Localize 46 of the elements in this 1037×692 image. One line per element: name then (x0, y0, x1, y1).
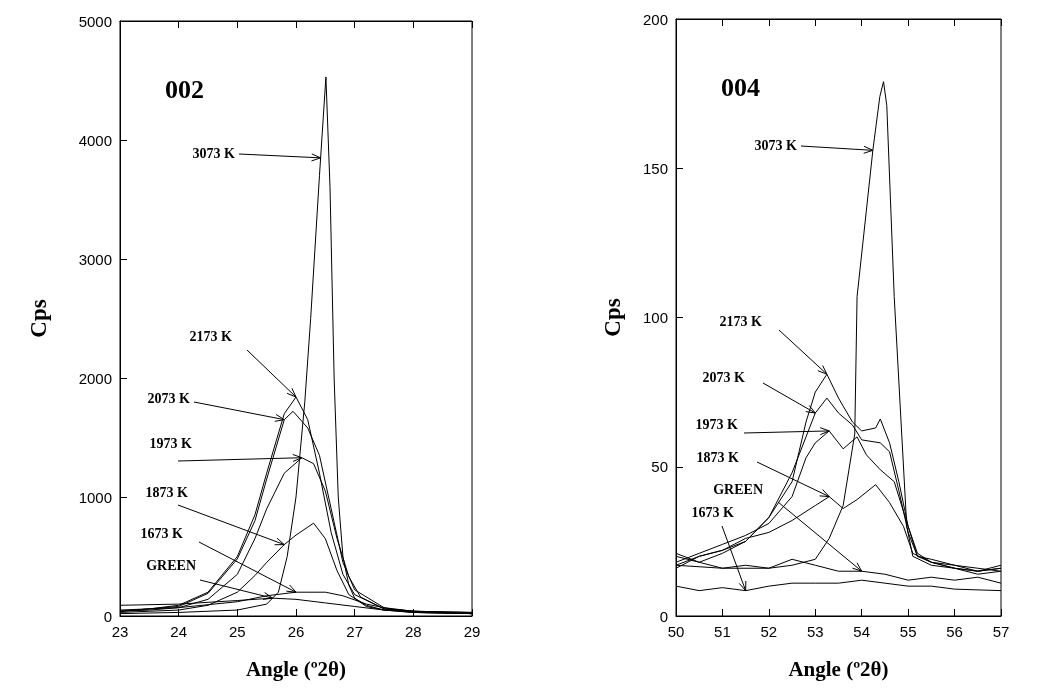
text: 002 (165, 74, 204, 104)
y-tick-label: 5000 (78, 12, 112, 30)
y-tick-label: 50 (651, 458, 668, 476)
x-tick-label: 24 (170, 623, 188, 640)
y-axis-title: Cps (600, 298, 625, 337)
x-tick-label: 56 (946, 623, 963, 640)
y-tick-label: 3000 (78, 250, 112, 268)
annotation: 2073 K (147, 390, 191, 406)
x-tick-label: 50 (667, 623, 685, 640)
x-tick-label: 28 (404, 623, 422, 640)
annotation: 2073 K (702, 369, 746, 385)
y-tick-label: 200 (642, 10, 668, 28)
annotation: 1673 K (691, 504, 735, 520)
text: 004 (721, 72, 760, 102)
annotation: GREEN (146, 557, 196, 573)
x-tick-label: 23 (111, 623, 129, 640)
annotation: 2173 K (189, 328, 233, 344)
x-tick-label: 52 (760, 623, 778, 640)
x-tick-label: 25 (228, 623, 246, 640)
annotation: 1973 K (149, 435, 193, 451)
annotation: 1973 K (695, 416, 739, 432)
annotation: 3073 K (754, 137, 798, 153)
x-tick-label: 29 (463, 623, 481, 640)
y-axis-title: Cps (26, 299, 51, 338)
annotation: 1873 K (145, 484, 189, 500)
y-tick-label: 1000 (78, 488, 112, 506)
x-tick-label: 57 (992, 623, 1010, 640)
y-tick-label: 150 (642, 159, 668, 177)
y-tick-label: 100 (642, 309, 668, 326)
x-tick-label: 53 (806, 623, 824, 640)
annotation: GREEN (713, 481, 763, 497)
x-axis-title: Angle (º2θ) (788, 656, 889, 681)
y-tick-label: 2000 (78, 369, 112, 387)
y-tick-label: 4000 (78, 131, 112, 149)
annotation: 1873 K (696, 449, 740, 465)
annotation: 3073 K (192, 145, 236, 161)
annotation: 2173 K (719, 313, 763, 329)
x-tick-label: 54 (853, 623, 871, 640)
x-axis-title: Angle (º2θ) (245, 656, 347, 681)
x-tick-label: 27 (346, 623, 364, 640)
annotation: 1673 K (140, 525, 184, 541)
y-tick-label: 0 (103, 607, 112, 625)
x-tick-label: 26 (287, 623, 305, 640)
y-tick-label: 0 (659, 607, 668, 625)
x-tick-label: 51 (714, 623, 731, 640)
x-tick-label: 55 (899, 623, 917, 640)
